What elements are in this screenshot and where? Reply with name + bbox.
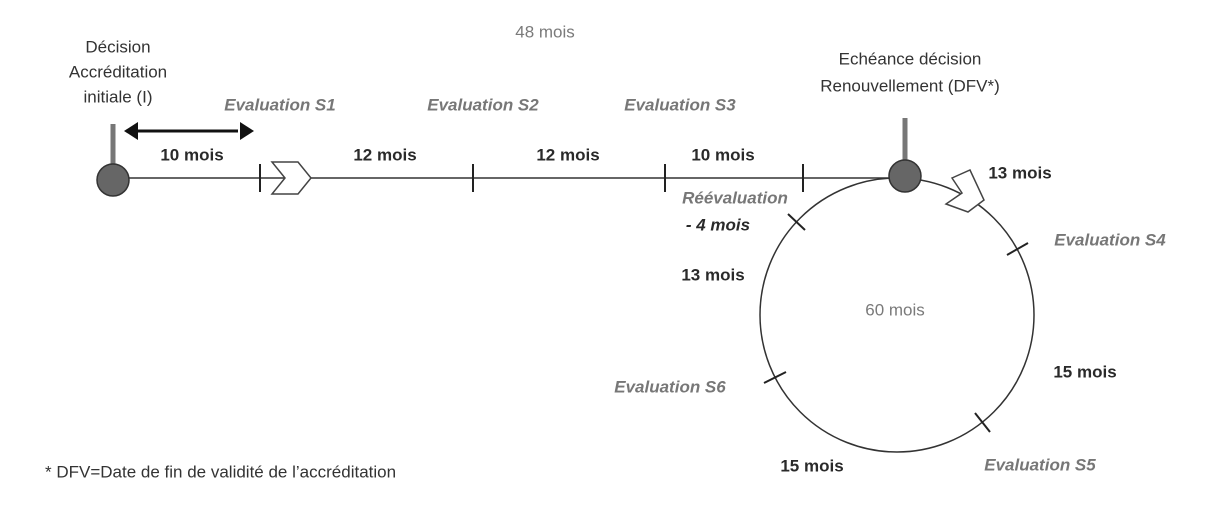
arrow-head [124,122,138,140]
start-node [96,163,130,197]
footnote: * DFV=Date de fin de validité de l’accré… [45,462,396,481]
chevron [270,161,312,195]
duration-label: 60 mois [865,300,925,319]
segment-label: 13 mois [681,265,744,284]
tick [787,213,806,231]
segment-label: 12 mois [536,145,599,164]
renewal-node [888,159,922,193]
chevron [944,169,985,213]
tick [763,371,787,384]
arrow-head [240,122,254,140]
duration-label: 48 mois [515,22,575,41]
segment-label: 15 mois [1053,362,1116,381]
node-label: Renouvellement (DFV*) [820,76,1000,95]
segment-label: 12 mois [353,145,416,164]
evaluation-label: Evaluation S4 [1054,230,1166,249]
reevaluation-label: Réévaluation [682,188,788,207]
segment-label: 13 mois [988,163,1051,182]
evaluation-label: Evaluation S1 [224,95,335,114]
node-label: Accréditation [69,62,167,81]
evaluation-label: Evaluation S3 [624,95,736,114]
tick [1006,242,1029,256]
segment-label: 15 mois [780,456,843,475]
node-label: Echéance décision [839,49,982,68]
segment-label: 10 mois [160,145,223,164]
reevaluation-offset: - 4 mois [686,215,750,234]
node-label: Décision [85,37,150,56]
evaluation-label: Evaluation S2 [427,95,539,114]
tick [974,412,991,433]
evaluation-label: Evaluation S6 [614,377,726,396]
segment-label: 10 mois [691,145,754,164]
evaluation-label: Evaluation S5 [984,455,1096,474]
node-label: initiale (I) [84,87,153,106]
